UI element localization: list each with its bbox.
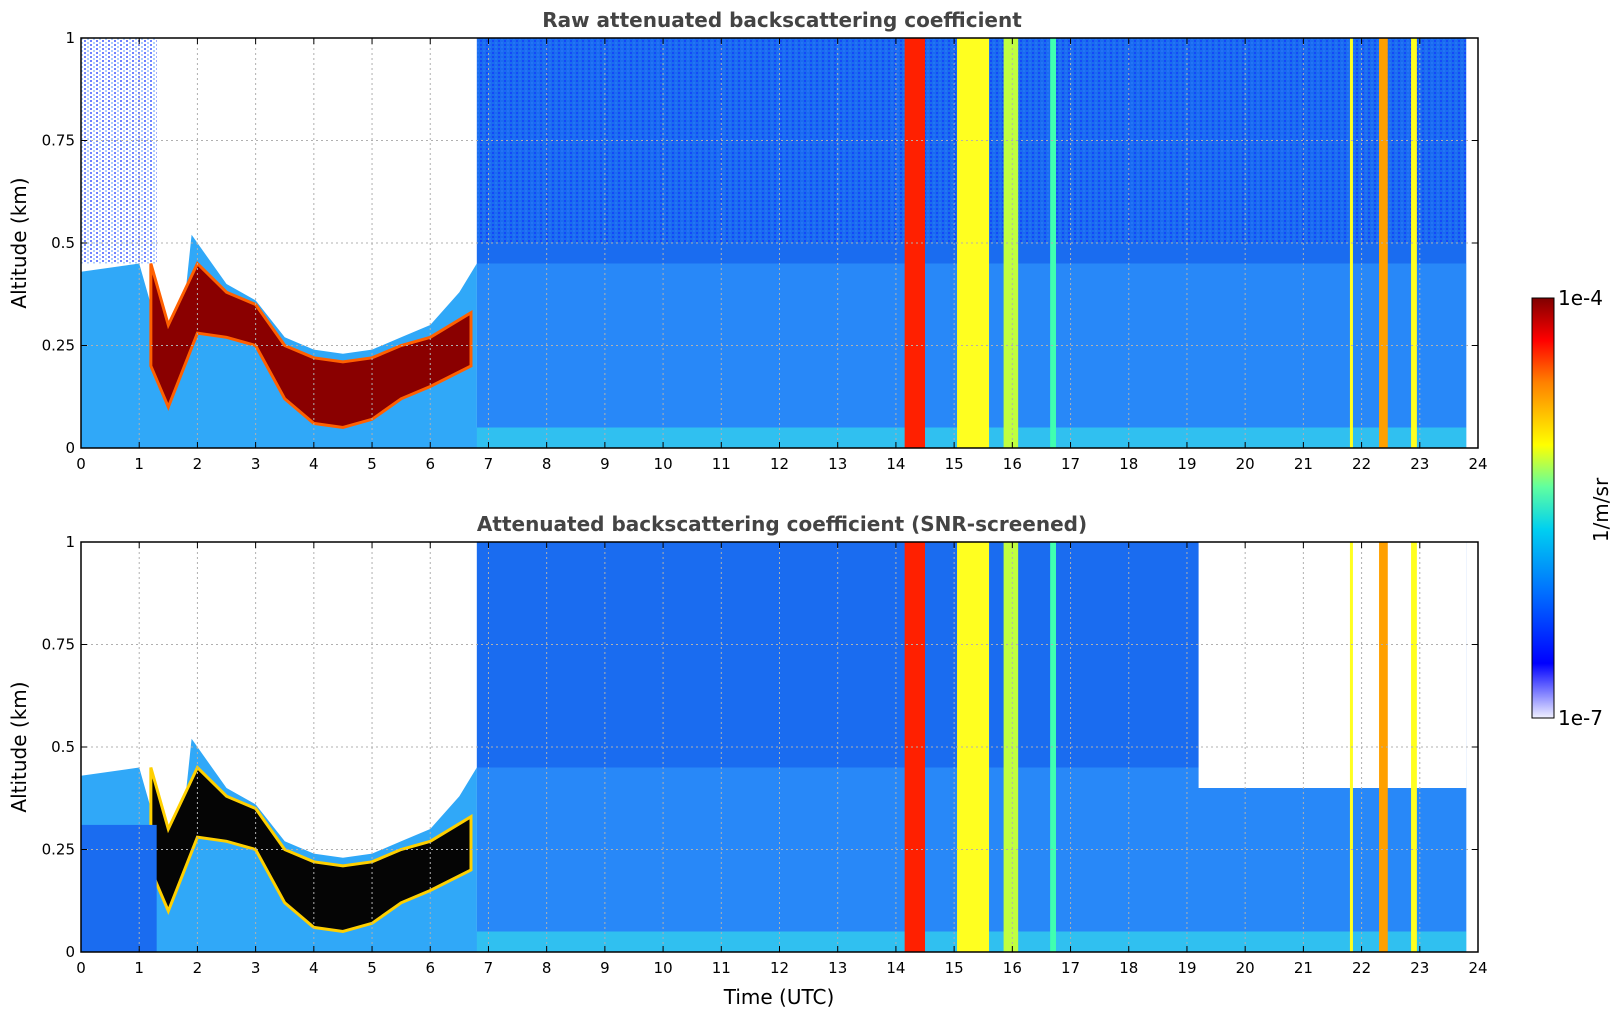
x-tick-label: 19 [1177,959,1196,977]
precip-band [1411,38,1417,448]
x-tick-label: 1 [134,455,144,473]
y-tick-label: 0.75 [42,132,75,150]
panel-screened-y-ticks: 0 0.25 0.5 0.75 1 [42,533,1478,961]
precip-band [1050,38,1056,448]
precip-band [1379,542,1388,952]
x-tick-label: 23 [1410,455,1429,473]
x-tick-label: 5 [367,455,377,473]
x-tick-label: 16 [1003,455,1022,473]
colorbar-max-label: 1e-4 [1558,286,1603,310]
x-tick-label: 9 [600,455,610,473]
precip-band [904,38,926,448]
x-tick-label: 7 [484,959,494,977]
x-tick-label: 18 [1119,959,1138,977]
y-tick-label: 0.25 [42,337,75,355]
x-tick-label: 4 [309,455,319,473]
x-tick-label: 6 [425,959,435,977]
x-tick-label: 24 [1468,455,1487,473]
x-tick-label: 11 [712,455,731,473]
precip-band [1003,542,1019,952]
x-tick-label: 20 [1236,455,1255,473]
y-tick-label: 0.75 [42,636,75,654]
early-lower-layer [81,824,157,952]
x-tick-label: 10 [654,455,673,473]
y-tick-label: 0.5 [51,738,75,756]
precip-band [904,542,926,952]
x-tick-label: 19 [1177,455,1196,473]
panel-screened-plot [80,541,1479,953]
y-tick-label: 0 [65,439,75,457]
y-tick-label: 1 [65,533,75,551]
y-tick-label: 0.25 [42,841,75,859]
x-tick-label: 16 [1003,959,1022,977]
x-tick-label: 17 [1061,959,1080,977]
x-tick-label: 14 [886,959,905,977]
x-tick-label: 3 [251,455,261,473]
x-tick-label: 5 [367,959,377,977]
panel-screened-grid [81,542,1478,952]
x-tick-label: 8 [542,959,552,977]
colorbar-min-label: 1e-7 [1558,706,1603,730]
panel-raw-y-label: Altitude (km) [7,177,31,308]
screened-region [1198,542,1467,788]
x-tick-label: 13 [828,455,847,473]
x-tick-label: 21 [1294,455,1313,473]
x-tick-label: 2 [193,959,203,977]
x-tick-label: 14 [886,455,905,473]
x-tick-label: 8 [542,455,552,473]
panel-raw-y-ticks: 0 0.25 0.5 0.75 1 [42,29,1478,457]
x-tick-label: 11 [712,959,731,977]
precip-band [1411,542,1417,952]
panel-raw: Raw attenuated backscattering coefficien… [7,8,1488,473]
colorbar: 1e-4 1e-7 1/m/sr [1531,286,1613,730]
colorbar-gradient [1531,297,1555,719]
x-tick-label: 7 [484,455,494,473]
x-tick-label: 10 [654,959,673,977]
x-tick-label: 12 [770,959,789,977]
x-tick-label: 15 [945,959,964,977]
panel-raw-title: Raw attenuated backscattering coefficien… [542,8,1022,32]
x-tick-label: 20 [1236,959,1255,977]
x-tick-label: 4 [309,959,319,977]
x-tick-label: 18 [1119,455,1138,473]
y-tick-label: 1 [65,29,75,47]
x-tick-label: 6 [425,455,435,473]
x-tick-label: 13 [828,959,847,977]
x-axis-label: Time (UTC) [723,985,835,1009]
x-tick-label: 0 [76,455,86,473]
panel-raw-x-ticks: 0 1 2 3 4 5 6 7 8 9 10 11 12 13 14 15 16 17 18 19 20 21 22 23 24 [76,38,1488,473]
panel-screened-y-label: Altitude (km) [7,681,31,812]
x-tick-label: 22 [1352,959,1371,977]
x-tick-label: 15 [945,455,964,473]
early-noise [81,38,157,264]
x-tick-label: 2 [193,455,203,473]
y-tick-label: 0.5 [51,234,75,252]
panel-screened: Attenuated backscattering coefficient (S… [7,512,1488,1009]
precip-band [1379,38,1388,448]
colorbar-label: 1/m/sr [1589,477,1613,542]
panel-raw-grid [81,38,1478,448]
x-tick-label: 1 [134,959,144,977]
panel-screened-x-ticks: 0 1 2 3 4 5 6 7 8 9 10 11 12 13 14 15 16 17 18 19 20 21 22 23 24 [76,542,1488,977]
panel-screened-title: Attenuated backscattering coefficient (S… [477,512,1087,536]
y-tick-label: 0 [65,943,75,961]
x-tick-label: 9 [600,959,610,977]
precip-band [1050,542,1056,952]
x-tick-label: 21 [1294,959,1313,977]
panel-raw-plot [80,37,1479,449]
x-tick-label: 22 [1352,455,1371,473]
precip-band [1003,38,1019,448]
x-tick-label: 23 [1410,959,1429,977]
x-tick-label: 0 [76,959,86,977]
x-tick-label: 3 [251,959,261,977]
x-tick-label: 17 [1061,455,1080,473]
x-tick-label: 12 [770,455,789,473]
x-tick-label: 24 [1468,959,1487,977]
